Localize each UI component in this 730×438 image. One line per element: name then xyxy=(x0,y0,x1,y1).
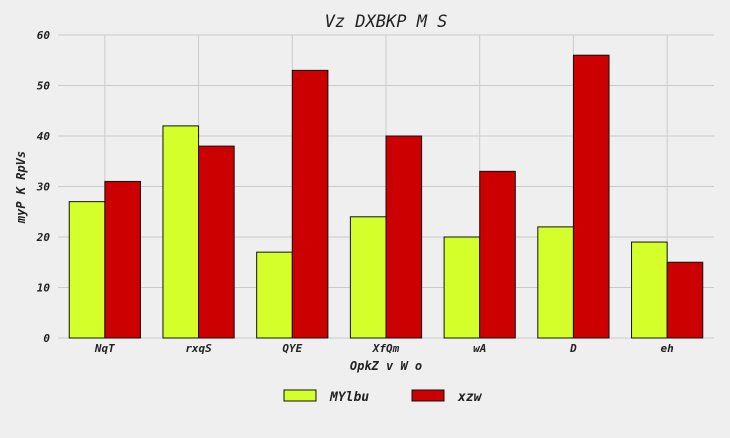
bar-xzw-NqT xyxy=(104,180,141,339)
bar-xzw-wA xyxy=(479,170,516,339)
chart-title: Vz DXBKP M S xyxy=(325,12,448,32)
legend-swatch xyxy=(411,389,445,402)
y-axis-label: myP K RpVs xyxy=(14,151,28,224)
x-axis-label: OpkZ v W o xyxy=(350,359,422,373)
bar-MYlbu-QYE xyxy=(256,251,293,339)
bar-xzw-D xyxy=(572,54,610,339)
legend-label: xzw xyxy=(457,390,483,405)
bar-MYlbu-rxqS xyxy=(162,125,200,339)
x-tick-label: QYE xyxy=(282,342,302,355)
bar-MYlbu-eh xyxy=(631,241,668,339)
y-tick-label: 30 xyxy=(36,181,51,194)
bar-xzw-eh xyxy=(666,261,704,339)
bar-MYlbu-D xyxy=(537,226,574,339)
bar-MYlbu-wA xyxy=(443,236,481,339)
y-tick-label: 20 xyxy=(36,231,51,244)
x-tick-label: wA xyxy=(473,342,486,355)
y-tick-label: 60 xyxy=(37,29,51,42)
bar-MYlbu-NqT xyxy=(68,201,106,339)
x-tick-label: rxqS xyxy=(185,342,212,355)
bars xyxy=(68,54,704,339)
y-tick-label: 0 xyxy=(43,332,50,345)
y-tick-label: 50 xyxy=(37,80,51,93)
bar-xzw-XfQm xyxy=(385,135,423,339)
y-tick-label: 10 xyxy=(37,282,51,295)
x-tick-label: NqT xyxy=(94,342,115,355)
x-tick-label: eh xyxy=(661,342,675,355)
legend: MYlbu xzw xyxy=(283,389,483,405)
bar-xzw-QYE xyxy=(291,69,329,339)
legend-label: MYlbu xyxy=(329,390,369,405)
x-tick-label: D xyxy=(569,342,577,355)
y-tick-label: 40 xyxy=(37,130,51,143)
y-axis-ticks: 0 10 20 30 40 50 60 xyxy=(36,29,51,345)
bar-MYlbu-XfQm xyxy=(349,216,387,339)
bar-xzw-rxqS xyxy=(198,145,235,339)
x-tick-label: XfQm xyxy=(372,342,400,355)
legend-swatch xyxy=(283,389,317,402)
